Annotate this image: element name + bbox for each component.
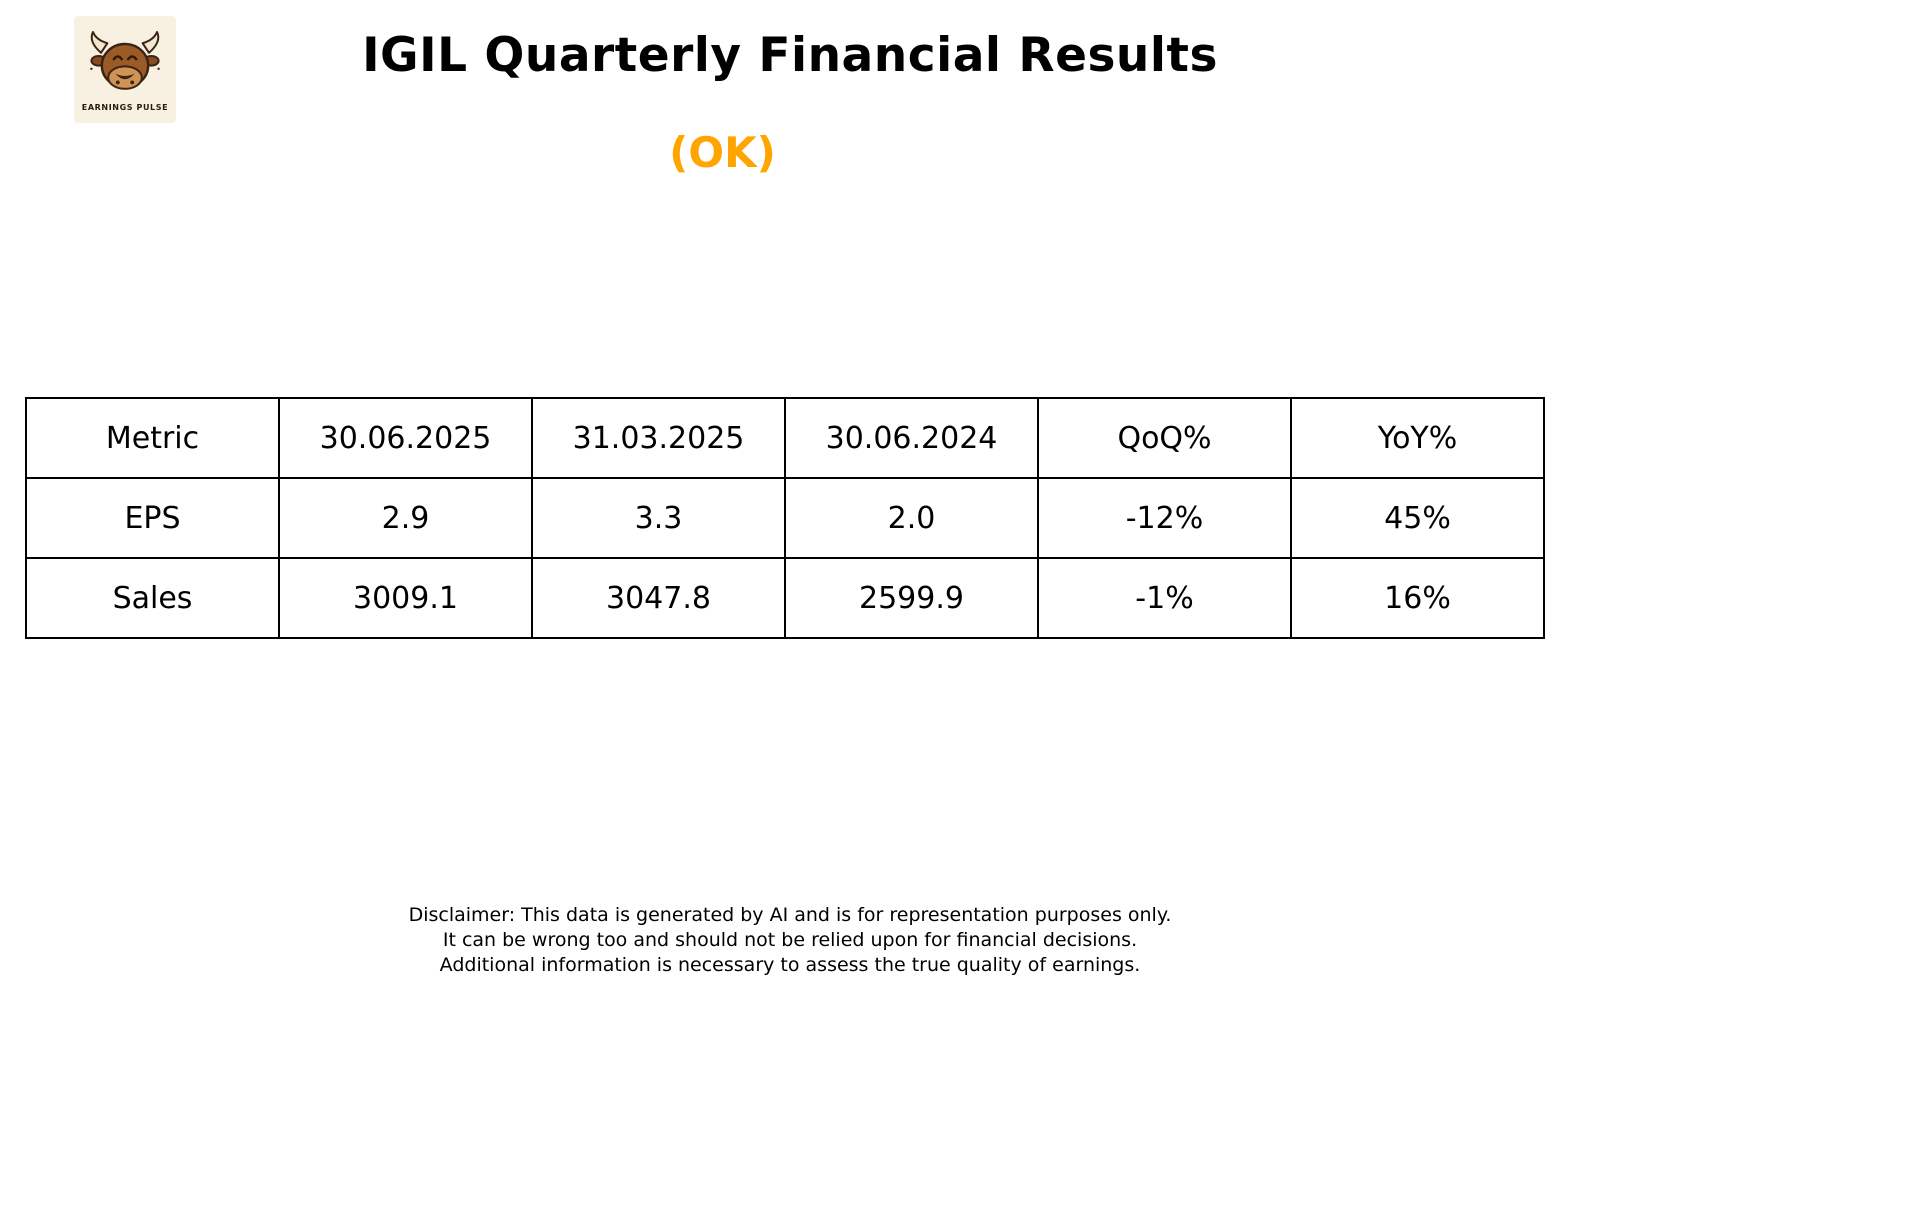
earnings-pulse-logo: EARNINGS PULSE — [74, 16, 176, 123]
col-header-yoy: YoY% — [1290, 397, 1545, 479]
disclaimer-line: Disclaimer: This data is generated by AI… — [408, 904, 1172, 926]
col-header-metric: Metric — [25, 397, 280, 479]
cell-yoy: 16% — [1290, 557, 1545, 639]
col-header-qoq: QoQ% — [1037, 397, 1292, 479]
bull-icon — [90, 31, 160, 90]
col-header-q-previous: 31.03.2025 — [531, 397, 786, 479]
cell-value: 3047.8 — [531, 557, 786, 639]
disclaimer: Disclaimer: This data is generated by AI… — [0, 903, 1580, 978]
cell-metric: Sales — [25, 557, 280, 639]
cell-yoy: 45% — [1290, 477, 1545, 559]
cell-value: 3.3 — [531, 477, 786, 559]
page-title: IGIL Quarterly Financial Results — [362, 28, 1218, 83]
disclaimer-line: Additional information is necessary to a… — [439, 954, 1141, 976]
col-header-q-current: 30.06.2025 — [278, 397, 533, 479]
cell-value: 2.0 — [784, 477, 1039, 559]
table-row-sales: Sales 3009.1 3047.8 2599.9 -1% 16% — [25, 557, 1545, 639]
cell-qoq: -12% — [1037, 477, 1292, 559]
col-header-q-yearago: 30.06.2024 — [784, 397, 1039, 479]
cell-value: 3009.1 — [278, 557, 533, 639]
table-row-eps: EPS 2.9 3.3 2.0 -12% 45% — [25, 477, 1545, 559]
cell-value: 2599.9 — [784, 557, 1039, 639]
cell-value: 2.9 — [278, 477, 533, 559]
cell-metric: EPS — [25, 477, 280, 559]
table-header-row: Metric 30.06.2025 31.03.2025 30.06.2024 … — [25, 397, 1545, 479]
cell-qoq: -1% — [1037, 557, 1292, 639]
results-table: Metric 30.06.2025 31.03.2025 30.06.2024 … — [25, 397, 1545, 639]
disclaimer-line: It can be wrong too and should not be re… — [442, 929, 1138, 951]
brand-label: EARNINGS PULSE — [81, 103, 169, 112]
verdict-badge: (OK) — [669, 128, 776, 177]
